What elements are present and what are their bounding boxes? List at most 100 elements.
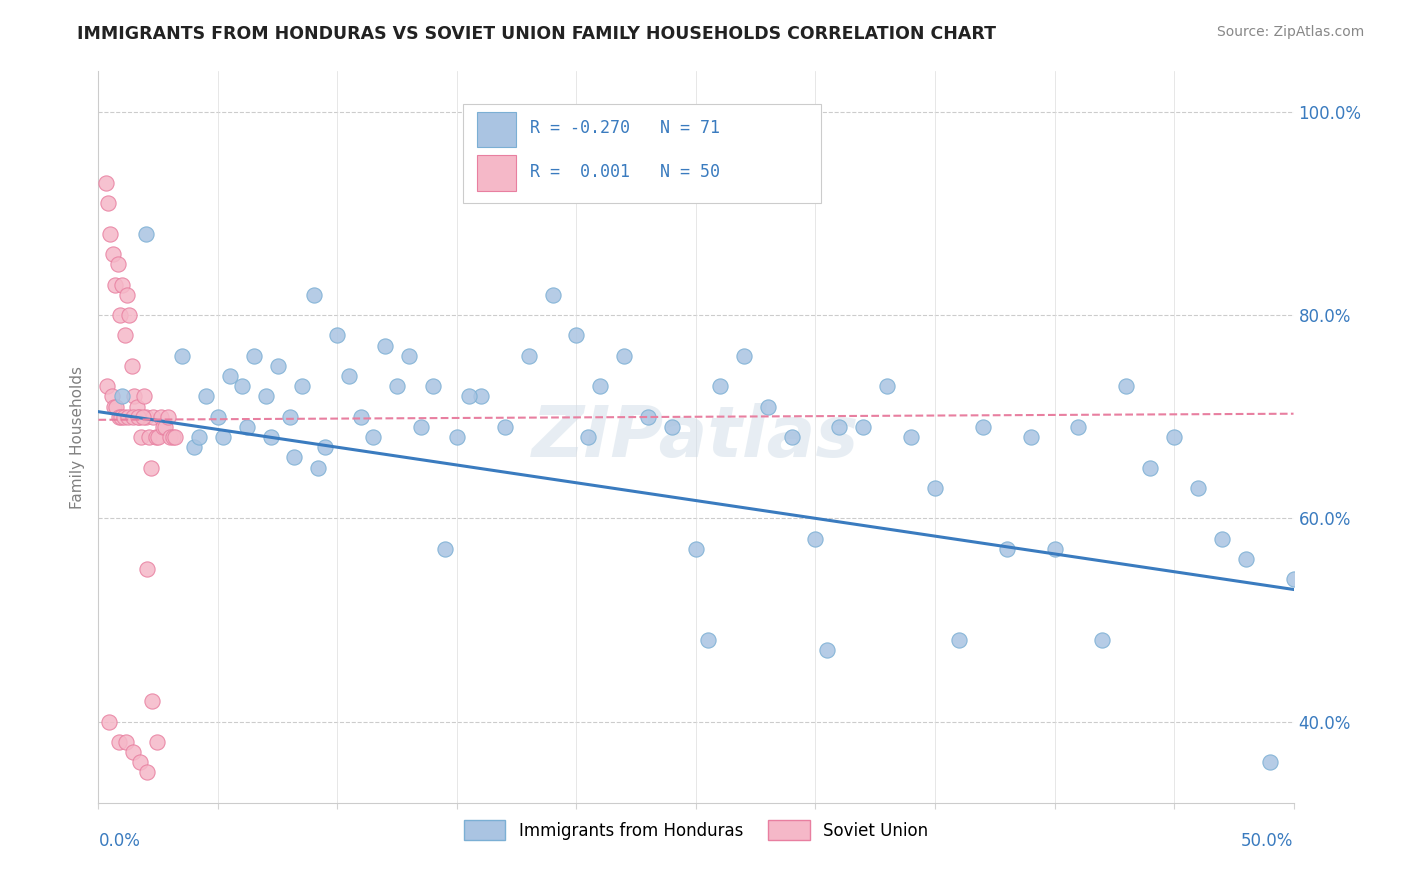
Point xyxy=(125,400,148,414)
Point xyxy=(972,420,994,434)
Point xyxy=(152,420,174,434)
Point xyxy=(470,389,492,403)
Point xyxy=(146,735,169,749)
Point xyxy=(422,379,444,393)
Point xyxy=(817,643,839,657)
Point xyxy=(267,359,290,373)
Text: IMMIGRANTS FROM HONDURAS VS SOVIET UNION FAMILY HOUSEHOLDS CORRELATION CHART: IMMIGRANTS FROM HONDURAS VS SOVIET UNION… xyxy=(77,25,997,43)
Point xyxy=(1258,755,1281,769)
Point xyxy=(207,409,229,424)
Point xyxy=(98,227,122,241)
Point xyxy=(131,430,153,444)
Point xyxy=(114,328,136,343)
Point xyxy=(107,409,129,424)
Point xyxy=(948,633,970,648)
Point xyxy=(112,409,135,424)
Point xyxy=(136,562,159,576)
Point xyxy=(115,735,138,749)
Point xyxy=(363,430,385,444)
Point xyxy=(307,460,329,475)
Point xyxy=(852,420,875,434)
Point xyxy=(163,430,186,444)
Point xyxy=(128,409,150,424)
Point xyxy=(101,247,124,261)
Point xyxy=(104,277,127,292)
Point xyxy=(291,379,314,393)
Point xyxy=(259,430,281,444)
Point xyxy=(94,176,117,190)
Point xyxy=(131,409,153,424)
Point xyxy=(900,430,922,444)
Point xyxy=(97,196,120,211)
Point xyxy=(100,389,122,403)
Point xyxy=(661,420,683,434)
Point xyxy=(494,420,516,434)
Point xyxy=(156,409,179,424)
Point xyxy=(111,277,134,292)
Point xyxy=(96,379,118,393)
Point xyxy=(155,420,177,434)
Point xyxy=(149,409,172,424)
Point xyxy=(283,450,305,465)
Point xyxy=(1187,481,1209,495)
Point xyxy=(98,714,121,729)
Point xyxy=(172,349,194,363)
Point xyxy=(235,420,257,434)
Point xyxy=(211,430,233,444)
Text: R =  0.001   N = 50: R = 0.001 N = 50 xyxy=(530,163,720,181)
Point xyxy=(187,430,209,444)
Point xyxy=(243,349,266,363)
Point xyxy=(1139,460,1161,475)
Point xyxy=(1043,541,1066,556)
Point xyxy=(458,389,481,403)
Point xyxy=(1067,420,1090,434)
Point xyxy=(804,532,827,546)
Point xyxy=(828,420,851,434)
Point xyxy=(148,430,170,444)
Point xyxy=(135,409,157,424)
Point xyxy=(541,288,564,302)
Point xyxy=(374,338,396,352)
Point xyxy=(1234,552,1257,566)
Text: 50.0%: 50.0% xyxy=(1241,832,1294,850)
Point xyxy=(115,288,138,302)
Point xyxy=(446,430,468,444)
Point xyxy=(1019,430,1042,444)
Point xyxy=(132,389,155,403)
Point xyxy=(141,694,163,708)
Text: R = -0.270   N = 71: R = -0.270 N = 71 xyxy=(530,120,720,137)
Text: 0.0%: 0.0% xyxy=(98,832,141,850)
Point xyxy=(136,765,159,780)
Point xyxy=(1115,379,1137,393)
FancyBboxPatch shape xyxy=(477,112,516,146)
Point xyxy=(129,755,152,769)
Point xyxy=(733,349,755,363)
Point xyxy=(183,440,205,454)
Point xyxy=(780,430,803,444)
Text: ZIPatlas: ZIPatlas xyxy=(533,402,859,472)
Point xyxy=(254,389,277,403)
Point xyxy=(195,389,218,403)
Point xyxy=(162,430,184,444)
FancyBboxPatch shape xyxy=(477,155,516,191)
Point xyxy=(339,369,361,384)
Legend: Immigrants from Honduras, Soviet Union: Immigrants from Honduras, Soviet Union xyxy=(457,814,935,847)
Point xyxy=(138,430,160,444)
Point xyxy=(135,227,157,241)
FancyBboxPatch shape xyxy=(463,104,821,203)
Y-axis label: Family Households: Family Households xyxy=(69,366,84,508)
Point xyxy=(995,541,1018,556)
Point xyxy=(105,400,128,414)
Point xyxy=(231,379,253,393)
Point xyxy=(145,430,167,444)
Point xyxy=(434,541,457,556)
Point xyxy=(326,328,349,343)
Point xyxy=(613,349,636,363)
Point xyxy=(924,481,946,495)
Point xyxy=(122,409,145,424)
Text: Source: ZipAtlas.com: Source: ZipAtlas.com xyxy=(1216,25,1364,39)
Point xyxy=(385,379,409,393)
Point xyxy=(278,409,301,424)
Point xyxy=(1163,430,1185,444)
Point xyxy=(350,409,373,424)
